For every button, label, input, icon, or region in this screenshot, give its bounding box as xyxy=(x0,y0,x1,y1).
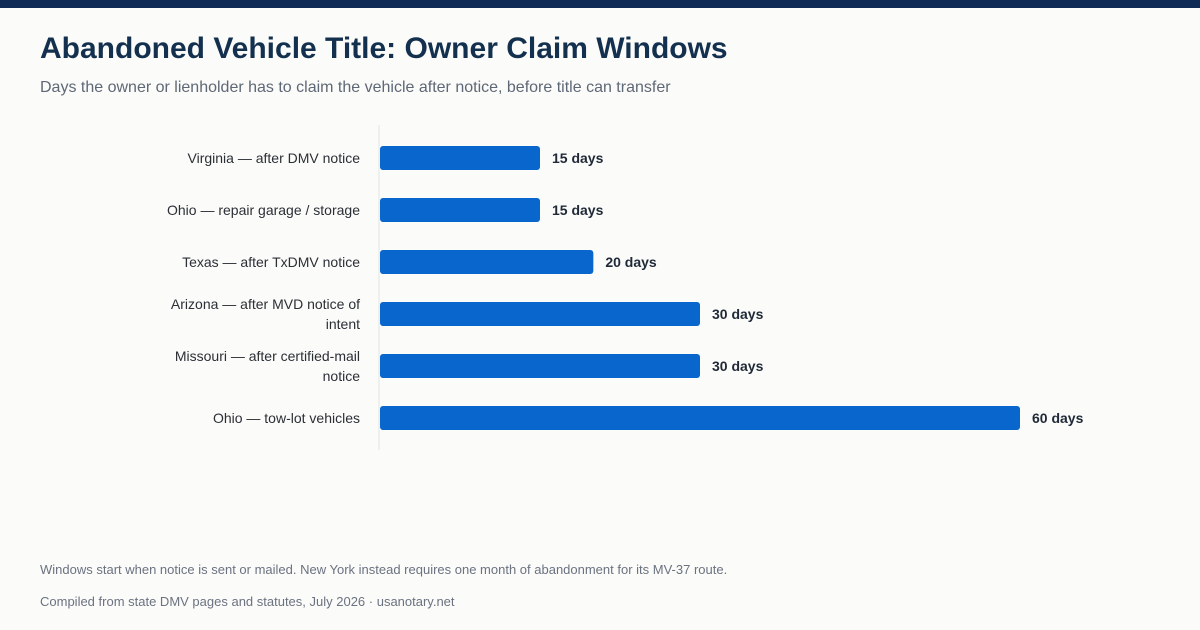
category-label: Texas — after TxDMV notice xyxy=(182,254,360,270)
chart-title: Abandoned Vehicle Title: Owner Claim Win… xyxy=(40,32,728,65)
value-label: 15 days xyxy=(552,202,604,218)
value-label: 15 days xyxy=(552,150,604,166)
bar xyxy=(380,406,1020,430)
chart-subtitle: Days the owner or lienholder has to clai… xyxy=(40,79,671,96)
category-label: Ohio — tow-lot vehicles xyxy=(213,410,360,426)
category-label: Virginia — after DMV notice xyxy=(188,150,361,166)
bar xyxy=(380,198,540,222)
bar xyxy=(380,146,540,170)
value-label: 60 days xyxy=(1032,410,1084,426)
category-label: Arizona — after MVD notice of intent xyxy=(171,296,360,332)
value-label: 20 days xyxy=(605,254,657,270)
top-accent-bar xyxy=(0,0,1200,8)
footnote: Windows start when notice is sent or mai… xyxy=(40,562,728,577)
value-label: 30 days xyxy=(712,358,764,374)
category-label: Missouri — after certified-mail notice xyxy=(175,348,360,384)
bar xyxy=(380,302,700,326)
bar xyxy=(380,250,594,274)
bar xyxy=(380,354,700,378)
category-label: Ohio — repair garage / storage xyxy=(167,202,360,218)
source-note: Compiled from state DMV pages and statut… xyxy=(40,594,455,609)
value-label: 30 days xyxy=(712,306,764,322)
